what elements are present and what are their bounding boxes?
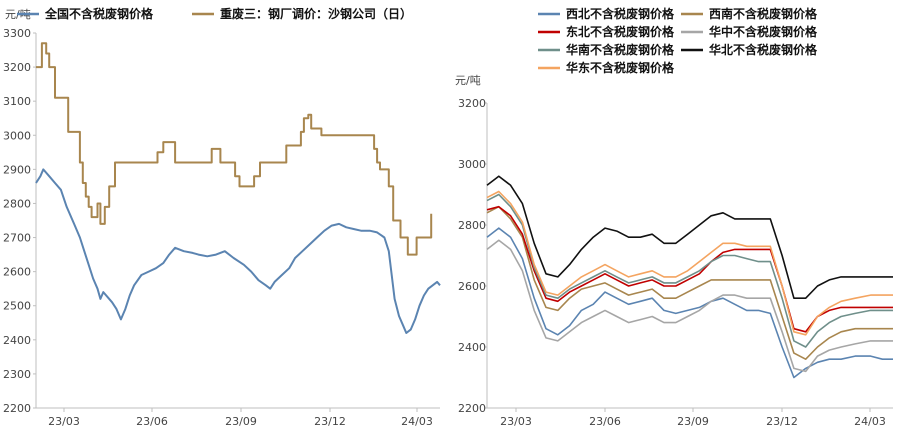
- y-tick-label: 2700: [3, 232, 31, 245]
- series-line-2: [36, 42, 433, 256]
- y-tick-label: 2800: [3, 197, 31, 210]
- legend-label: 华南不含税废钢价格: [566, 42, 675, 57]
- legend-label: 全国不含税废钢价格: [44, 6, 154, 21]
- y-tick-label: 2500: [3, 300, 31, 313]
- x-tick-label: 23/09: [677, 415, 709, 428]
- x-tick-label: 23/12: [314, 415, 346, 428]
- legend-label: 华中不含税废钢价格: [709, 24, 818, 39]
- y-tick-label: 3000: [3, 129, 31, 142]
- y-tick-label: 2200: [458, 402, 486, 415]
- x-tick-label: 23/03: [500, 415, 532, 428]
- x-tick-label: 23/09: [225, 415, 257, 428]
- legend-label: 重废三：钢厂调价：沙钢公司（日）: [220, 6, 412, 21]
- series-line-1: [35, 168, 441, 334]
- y-tick-label: 2300: [3, 368, 31, 381]
- x-tick-label: 23/03: [48, 415, 80, 428]
- legend-label: 华北不含税废钢价格: [709, 42, 818, 57]
- x-tick-label: 24/03: [401, 415, 433, 428]
- series-line-1: [486, 227, 893, 379]
- y-tick-label: 3200: [458, 97, 486, 110]
- legend-label: 东北不含税废钢价格: [566, 24, 675, 39]
- y-axis-unit-label: 元/吨: [455, 74, 481, 87]
- y-tick-label: 3300: [3, 27, 31, 40]
- y-tick-label: 2600: [458, 280, 486, 293]
- y-tick-label: 3200: [3, 61, 31, 74]
- y-tick-label: 2200: [3, 402, 31, 415]
- y-tick-label: 2400: [458, 341, 486, 354]
- x-tick-label: 24/03: [854, 415, 886, 428]
- series-line-2: [486, 205, 893, 360]
- series-line-7: [486, 190, 893, 336]
- y-tick-label: 2800: [458, 219, 486, 232]
- series-line-4: [486, 239, 893, 373]
- legend-label: 西南不含税废钢价格: [709, 6, 818, 21]
- right-chart: 2200 2400 2600 2800 3000 3200 23/03 23/06 23/09 2…: [455, 6, 893, 428]
- y-tick-label: 2900: [3, 163, 31, 176]
- left-chart: 2200 2300 2400 2500 2600 2700 2800 2900 3000 3100…: [3, 6, 441, 428]
- y-tick-label: 2400: [3, 334, 31, 347]
- legend-label: 华东不含税废钢价格: [566, 60, 675, 75]
- series-line-5: [486, 193, 893, 348]
- y-tick-label: 3000: [458, 158, 486, 171]
- x-tick-label: 23/12: [766, 415, 798, 428]
- series-line-6: [486, 175, 893, 299]
- x-tick-label: 23/06: [589, 415, 621, 428]
- y-tick-label: 3100: [3, 95, 31, 108]
- legend-label: 西北不含税废钢价格: [566, 6, 675, 21]
- x-tick-label: 23/06: [136, 415, 168, 428]
- y-tick-label: 2600: [3, 266, 31, 279]
